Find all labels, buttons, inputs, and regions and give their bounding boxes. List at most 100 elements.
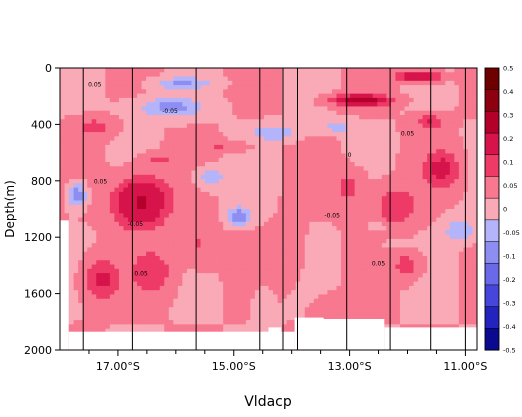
field-cell [164,85,170,90]
field-cell [291,76,297,82]
field-cell [173,119,179,124]
field-cell [87,106,93,112]
field-cell [100,238,106,244]
field-cell [409,285,414,291]
field-cell [427,153,433,159]
field-cell [300,200,306,206]
field-cell [390,136,396,141]
field-cell [241,243,247,248]
field-cell [241,264,247,270]
field-cell [458,294,464,300]
field-cell [273,85,278,90]
field-cell [182,213,188,218]
field-cell [100,281,106,287]
field-cell [73,298,79,304]
field-cell [436,251,442,257]
field-cell [186,285,192,291]
field-cell [173,157,179,163]
field-cell [105,251,111,257]
field-cell [295,144,301,150]
field-cell [223,153,229,159]
field-cell [109,170,115,176]
field-cell [449,102,455,107]
field-cell [182,72,188,77]
field-cell [431,209,437,214]
field-cell [322,85,328,90]
field-cell [458,217,464,223]
field-cell [268,123,274,129]
field-cell [309,123,315,129]
field-cell [472,127,477,133]
field-cell [454,196,460,201]
field-cell [73,166,79,171]
field-cell [214,200,219,206]
field-cell [404,285,410,291]
field-cell [449,209,455,214]
field-cell [350,170,355,176]
field-cell [454,166,460,171]
field-cell [377,285,383,291]
field-cell [418,93,423,99]
field-cell [277,170,283,176]
field-cell [291,256,297,261]
field-cell [458,97,464,103]
field-cell [368,273,374,278]
field-cell [377,179,383,184]
field-cell [236,187,242,193]
field-cell [449,149,455,154]
field-cell [146,264,151,270]
field-cell [173,243,179,248]
field-cell [114,89,120,94]
field-cell [218,251,224,257]
field-cell [413,238,419,244]
field-cell [263,285,269,291]
field-cell [350,89,355,94]
field-cell [409,264,414,270]
field-cell [250,290,256,295]
field-cell [445,251,451,257]
field-cell [118,260,124,265]
field-cell [205,89,210,94]
field-cell [223,97,229,103]
field-cell [345,162,351,167]
field-cell [277,204,283,210]
field-cell [168,123,174,129]
field-cell [250,204,256,210]
field-cell [254,277,260,282]
field-cell [445,127,451,133]
field-cell [209,170,215,176]
field-cell [227,153,233,159]
field-cell [177,166,183,171]
field-cell [418,127,423,133]
field-cell [359,234,365,240]
field-cell [87,97,93,103]
field-cell [118,110,124,116]
field-cell [60,85,65,90]
field-cell [350,243,355,248]
field-cell [200,230,206,235]
field-cell [263,294,269,300]
field-cell [155,166,161,171]
field-cell [467,196,473,201]
field-cell [100,115,106,120]
field-cell [236,80,242,86]
field-cell [241,102,247,107]
field-cell [146,290,151,295]
field-cell [467,277,473,282]
field-cell [195,187,201,193]
field-cell [218,187,224,193]
field-cell [191,149,197,154]
field-cell [127,264,133,270]
field-cell [100,106,106,112]
field-cell [254,264,260,270]
field-cell [318,247,324,253]
field-cell [454,209,460,214]
field-cell [146,281,151,287]
field-cell [422,140,428,146]
field-cell [245,140,251,146]
field-cell [454,149,460,154]
field-cell [318,89,324,94]
field-cell [82,68,88,73]
field-cell [273,281,278,287]
field-cell [359,174,365,180]
